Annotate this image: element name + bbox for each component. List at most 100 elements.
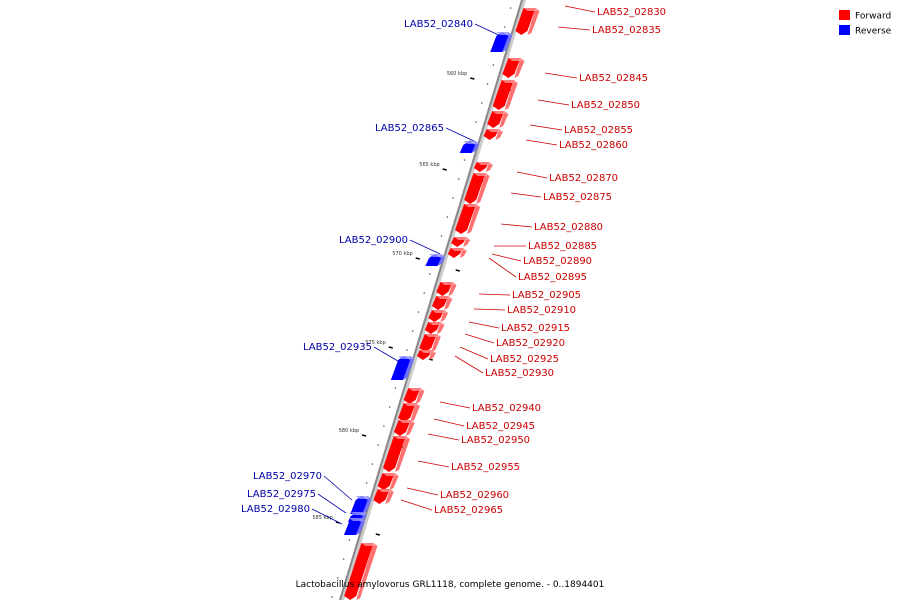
gene-label-LAB52_02925[interactable]: LAB52_02925 (490, 354, 559, 365)
feature-top (361, 543, 378, 546)
gene-LAB52_02860 (483, 129, 503, 140)
minor-tick-dot (394, 387, 397, 389)
gene-label-LAB52_02850[interactable]: LAB52_02850 (571, 100, 640, 111)
gene-label-LAB52_02865[interactable]: LAB52_02865 (375, 123, 444, 134)
feature-body (403, 388, 421, 404)
minor-tick-dot (475, 121, 477, 123)
gene-label-LAB52_02965[interactable]: LAB52_02965 (434, 505, 503, 516)
feature-body (350, 496, 368, 514)
gene-label-LAB52_02970[interactable]: LAB52_02970 (253, 471, 322, 482)
gene-LAB52_02965 (373, 489, 394, 504)
gene-label-LAB52_02840[interactable]: LAB52_02840 (404, 19, 473, 30)
gene-LAB52_02920 (424, 322, 445, 334)
minor-tick-dot (429, 273, 431, 275)
feature-side (415, 388, 425, 404)
connector-LAB52_02855 (529, 124, 563, 131)
gene-label-LAB52_02905[interactable]: LAB52_02905 (512, 290, 581, 301)
gene-label-LAB52_02955[interactable]: LAB52_02955 (451, 462, 520, 473)
gene-label-LAB52_02870[interactable]: LAB52_02870 (549, 173, 618, 184)
feature-side (402, 356, 415, 380)
gene-label-LAB52_02860[interactable]: LAB52_02860 (559, 140, 628, 151)
connector-LAB52_02865 (445, 127, 477, 143)
gene-label-LAB52_02940[interactable]: LAB52_02940 (472, 403, 541, 414)
feature-top (355, 496, 372, 499)
tick-mark (388, 346, 393, 349)
gene-label-LAB52_02980[interactable]: LAB52_02980 (241, 504, 310, 515)
tick-label: 560 kbp (447, 71, 467, 77)
connector-LAB52_02980 (311, 508, 343, 525)
feature-top (463, 141, 480, 144)
feature-body (390, 356, 411, 380)
feature-side (356, 543, 378, 600)
gene-label-LAB52_02930[interactable]: LAB52_02930 (485, 368, 554, 379)
gene-label-LAB52_02960[interactable]: LAB52_02960 (440, 490, 509, 501)
gene-label-LAB52_02845[interactable]: LAB52_02845 (579, 73, 648, 84)
feature-side (431, 334, 441, 352)
connector-LAB52_02880 (500, 223, 533, 228)
tick-label: 575 kbp (365, 340, 385, 346)
feature-top (419, 350, 436, 353)
gene-LAB52_02845 (502, 58, 525, 78)
gene-LAB52_02870 (473, 162, 493, 172)
feature-side (355, 518, 366, 535)
gene-label-LAB52_02855[interactable]: LAB52_02855 (564, 125, 633, 136)
gene-label-LAB52_02835[interactable]: LAB52_02835 (592, 25, 661, 36)
connector-LAB52_02910 (473, 308, 506, 311)
feature-top (398, 356, 415, 359)
minor-tick-dot (452, 197, 454, 199)
gene-label-LAB52_02950[interactable]: LAB52_02950 (461, 435, 530, 446)
connector-LAB52_02915 (468, 321, 500, 329)
gene-label-LAB52_02915[interactable]: LAB52_02915 (501, 323, 570, 334)
gene-LAB52_02940 (403, 388, 425, 404)
feature-body (382, 436, 406, 472)
feature-body (502, 58, 521, 78)
feature-body (377, 473, 395, 490)
gene-LAB52_02840 (490, 32, 513, 52)
feature-body (419, 334, 437, 352)
gene-label-LAB52_02920[interactable]: LAB52_02920 (496, 338, 565, 349)
tick-label: 580 kbp (339, 428, 359, 434)
gene-label-LAB52_02975[interactable]: LAB52_02975 (247, 489, 316, 500)
feature-side (504, 80, 518, 110)
minor-tick-dot (492, 64, 495, 66)
minor-tick-dot (377, 444, 379, 446)
legend-label-reverse: Reverse (855, 27, 892, 37)
feature-side (405, 420, 415, 436)
gene-label-LAB52_02830[interactable]: LAB52_02830 (597, 7, 666, 18)
connector-LAB52_02975 (317, 493, 347, 514)
gene-label-LAB52_02945[interactable]: LAB52_02945 (466, 421, 535, 432)
gene-label-LAB52_02900[interactable]: LAB52_02900 (339, 235, 408, 246)
tick-570-kbp: 570 kbp (392, 251, 460, 272)
gene-labels: LAB52_02830 LAB52_02835 LAB52_02840 LAB52_0… (241, 7, 666, 516)
gene-LAB52_02950 (393, 420, 415, 436)
feature-top (382, 473, 399, 476)
gene-label-LAB52_02910[interactable]: LAB52_02910 (507, 305, 576, 316)
gene-label-LAB52_02880[interactable]: LAB52_02880 (534, 222, 603, 233)
legend-item-reverse: Reverse (839, 25, 892, 37)
scale-ticks: 560 kbp 565 kbp 570 kbp 575 kbp 580 kbp 585 k… (312, 71, 515, 536)
connector-LAB52_02960 (406, 487, 439, 496)
minor-tick-dot (509, 7, 512, 9)
feature-body (393, 420, 411, 436)
gene-label-LAB52_02885[interactable]: LAB52_02885 (528, 241, 597, 252)
feature-top (450, 248, 467, 251)
gene-label-LAB52_02875[interactable]: LAB52_02875 (543, 192, 612, 203)
feature-body (455, 204, 477, 234)
minor-tick-dot (423, 292, 426, 294)
gene-label-LAB52_02935[interactable]: LAB52_02935 (303, 342, 372, 353)
gene-label-LAB52_02895[interactable]: LAB52_02895 (518, 272, 587, 283)
feature-top (429, 254, 446, 257)
legend: Forward Reverse (839, 10, 892, 37)
tick-mark (470, 77, 475, 80)
minor-tick-dot (417, 311, 420, 313)
gene-LAB52_02880 (455, 204, 481, 234)
minor-tick-dot (406, 349, 408, 351)
gene-label-LAB52_02890[interactable]: LAB52_02890 (523, 256, 592, 267)
connector-LAB52_02945 (433, 418, 465, 427)
tick-mark (442, 168, 447, 171)
gene-LAB52_02960 (377, 473, 399, 490)
legend-swatch-reverse (839, 25, 850, 35)
feature-top (476, 162, 493, 165)
feature-side (502, 32, 513, 52)
gene-LAB52_02875 (464, 173, 490, 204)
